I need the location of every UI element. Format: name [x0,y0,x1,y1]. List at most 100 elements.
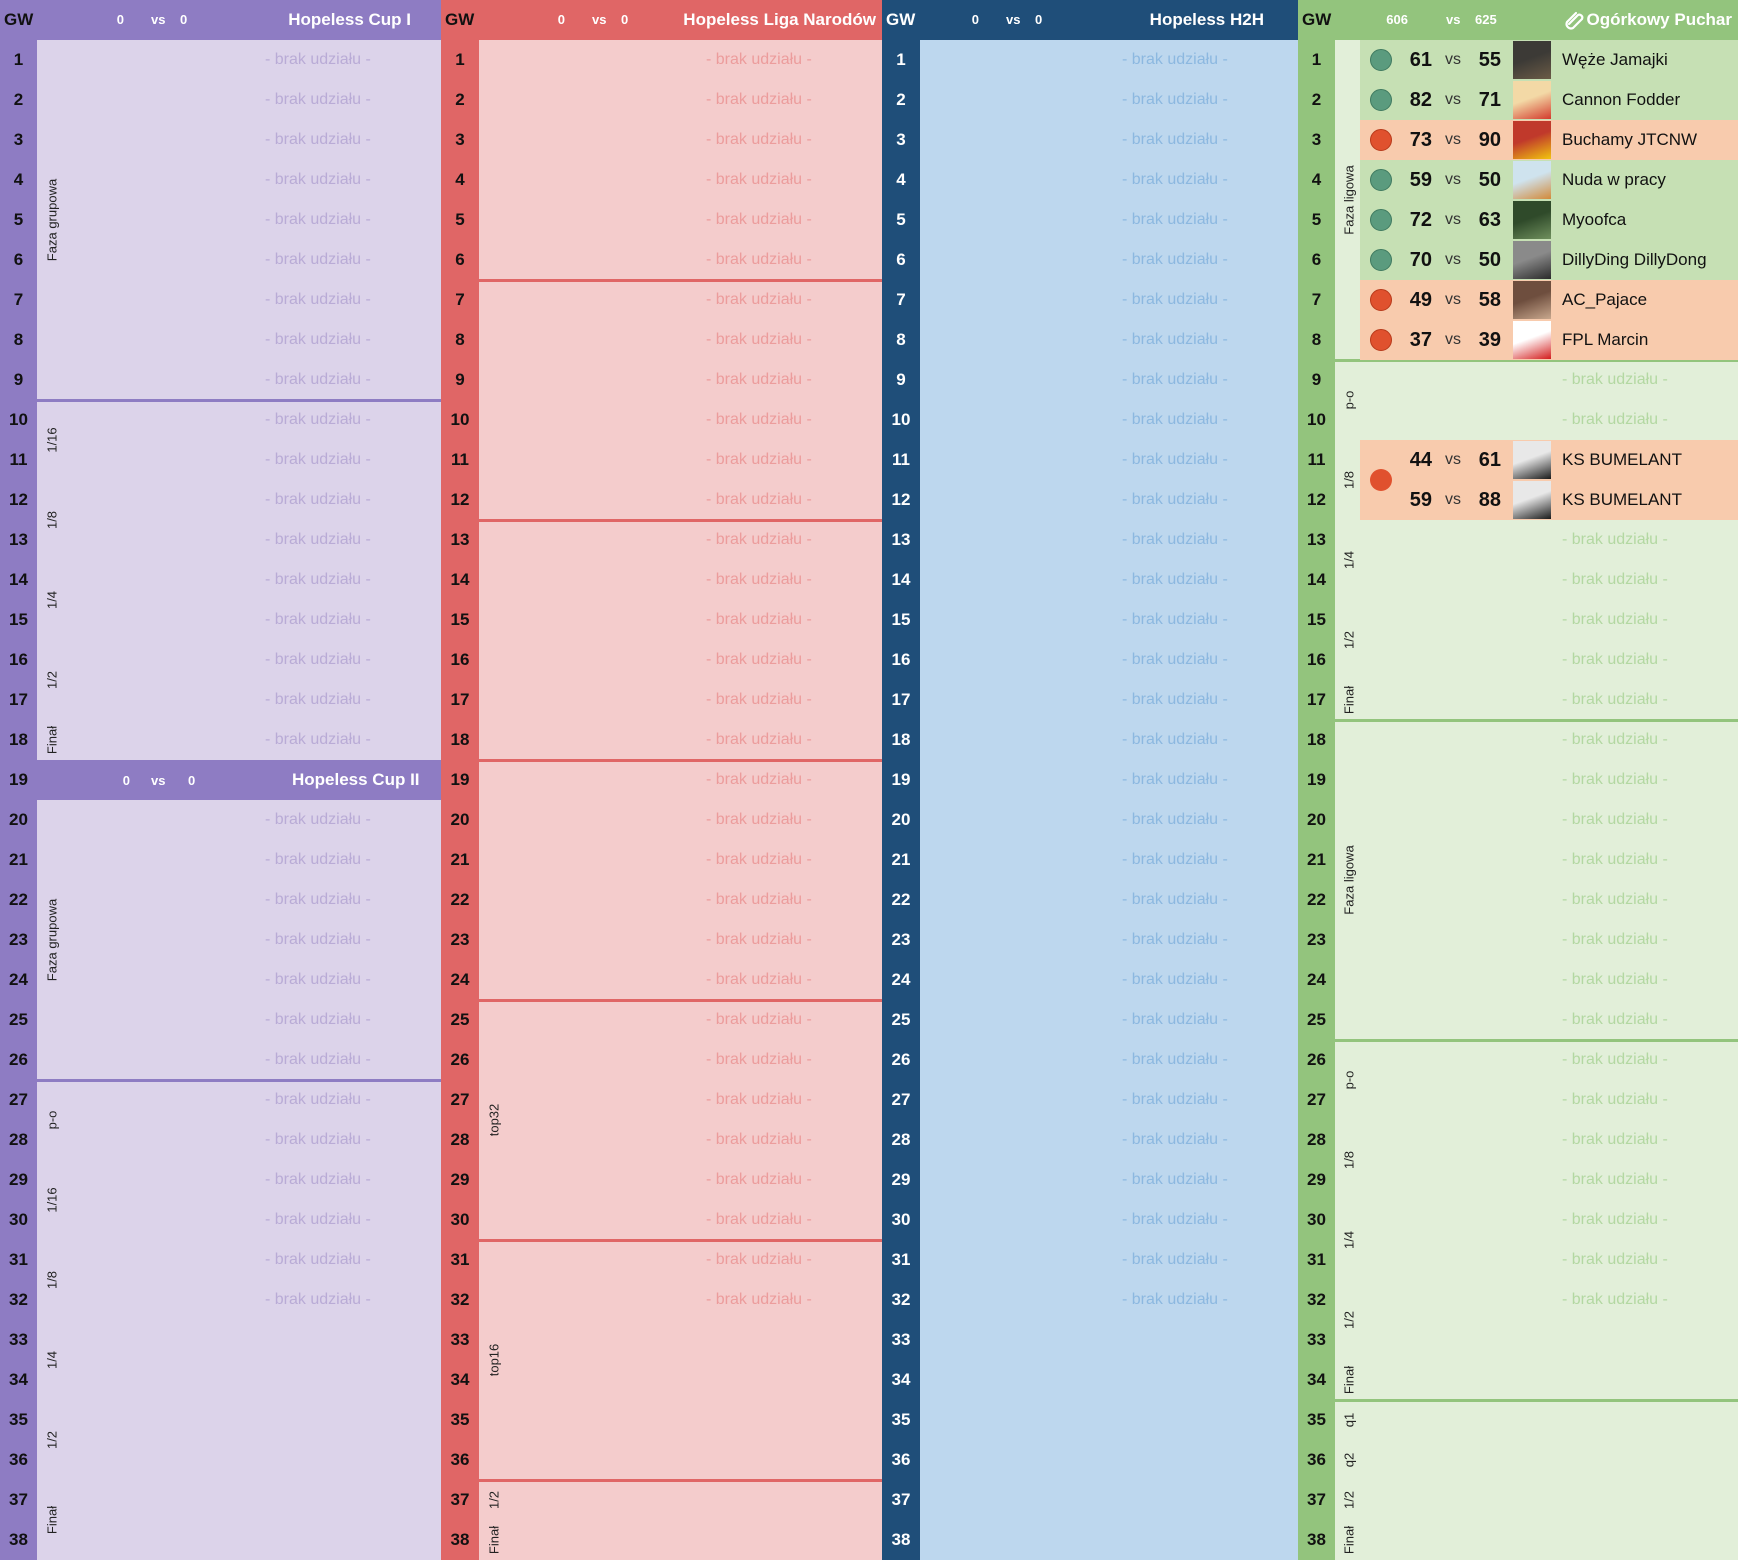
no-entry-cell: - brak udziału - [265,611,371,628]
gw-number: 24 [891,970,911,989]
no-entry-cell: - brak udziału - [265,971,371,988]
gw-number: 4 [1311,170,1322,189]
header-score-right: 0 [1035,12,1043,27]
opponent-name: Buchamy JTCNW [1562,130,1698,149]
my-score: 82 [1409,89,1432,111]
header-cup [0,0,441,40]
gw-number: 20 [1307,810,1326,829]
gw-number: 7 [455,290,465,309]
result-dot-loss [1370,129,1392,151]
gw-column-liga [441,0,479,1560]
gw-number: 11 [892,450,910,469]
gw-number: 16 [450,650,470,669]
gw-number: 7 [13,290,24,309]
my-score: 49 [1409,289,1432,311]
no-entry-cell: - brak udziału - [1122,1171,1228,1188]
gw-number: 31 [1307,1250,1326,1269]
gw-number: 5 [896,210,906,229]
gw-column-ogo [1298,0,1335,1560]
gw-number: 25 [1307,1010,1326,1029]
no-entry-cell: - brak udziału - [1122,451,1228,468]
gw-number: 21 [891,850,911,869]
no-entry-cell: - brak udziału - [706,211,812,228]
no-entry-cell: - brak udziału - [1122,611,1228,628]
gw-number: 6 [896,250,906,269]
no-entry-cell: - brak udziału - [1562,1051,1668,1068]
header-vs: vs [1446,12,1461,27]
result-vs: vs [1445,451,1461,468]
no-entry-cell: - brak udziału - [1122,931,1228,948]
opponent-score: 88 [1478,489,1501,511]
gw-number: 19 [9,770,28,789]
no-entry-cell: - brak udziału - [1122,891,1228,908]
no-entry-cell: - brak udziału - [1562,851,1668,868]
no-entry-cell: - brak udziału - [1122,971,1228,988]
gw-number: 24 [1307,970,1326,989]
divider [479,519,882,522]
result-dot-win [1370,49,1392,71]
gw-number: 3 [896,130,906,149]
stage-label: Faza grupowa [44,178,60,262]
result-dot-win [1370,169,1392,191]
opponent-avatar [1513,161,1551,199]
no-entry-cell: - brak udziału - [1562,931,1668,948]
no-entry-cell: - brak udziału - [706,531,812,548]
stage-label: top16 [486,1343,502,1377]
opponent-avatar [1513,441,1551,479]
no-entry-cell: - brak udziału - [265,851,371,868]
stage-label: 1/16 [44,427,60,453]
stage-label: top32 [486,1103,502,1137]
opponent-score: 63 [1478,209,1501,231]
gw-number: 35 [1307,1410,1326,1429]
stage-label: Finał [44,1505,60,1535]
gw-number: 10 [450,410,470,429]
gw-number: 2 [1311,90,1322,109]
no-entry-cell: - brak udziału - [1562,731,1668,748]
stage-label: p-o [44,1110,60,1130]
paperclip-icon [1564,9,1586,31]
no-entry-cell: - brak udziału - [706,131,812,148]
gw-number: 5 [455,210,465,229]
gw-number: 9 [13,370,24,389]
gw-number: 33 [9,1330,28,1349]
no-entry-cell: - brak udziału - [1122,171,1228,188]
gw-number: 36 [1307,1450,1326,1469]
gw-number: 5 [13,210,24,229]
gw-number: 26 [1307,1050,1326,1069]
no-entry-cell: - brak udziału - [706,691,812,708]
header-liga [441,0,882,40]
result-dot-win [1370,209,1392,231]
no-entry-cell: - brak udziału - [1122,531,1228,548]
no-entry-cell: - brak udziału - [1562,1291,1668,1308]
gw-number: 28 [891,1130,911,1149]
no-entry-cell: - brak udziału - [1122,491,1228,508]
gw-number: 30 [9,1210,28,1229]
stage-label: 1/4 [1341,1230,1357,1250]
stage-label: 1/8 [44,1270,60,1290]
gw-number: 16 [9,650,28,669]
no-entry-cell: - brak udziału - [1562,1131,1668,1148]
no-entry-cell: - brak udziału - [265,211,371,228]
opponent-score: 90 [1478,129,1501,151]
result-dot-win [1370,89,1392,111]
gw-number: 17 [1307,690,1326,709]
result-vs: vs [1445,291,1461,308]
no-entry-cell: - brak udziału - [1122,771,1228,788]
divider [479,1479,882,1482]
stage-label: Faza grupowa [44,898,60,982]
stage-label: Faza ligowa [1341,845,1357,915]
no-entry-cell: - brak udziału - [1562,531,1668,548]
result-vs: vs [1445,171,1461,188]
no-entry-cell: - brak udziału - [1122,411,1228,428]
gw-number: 2 [896,90,906,109]
gw-number: 24 [450,970,470,989]
stage-label: q1 [1341,1412,1357,1428]
gw-number: 23 [450,930,470,949]
no-entry-cell: - brak udziału - [706,371,812,388]
gw-number: 27 [1307,1090,1326,1109]
opponent-avatar [1513,281,1551,319]
gw-number: 31 [450,1250,470,1269]
no-entry-cell: - brak udziału - [1562,611,1668,628]
gw-number: 23 [1307,930,1326,949]
opponent-score: 55 [1478,49,1501,71]
